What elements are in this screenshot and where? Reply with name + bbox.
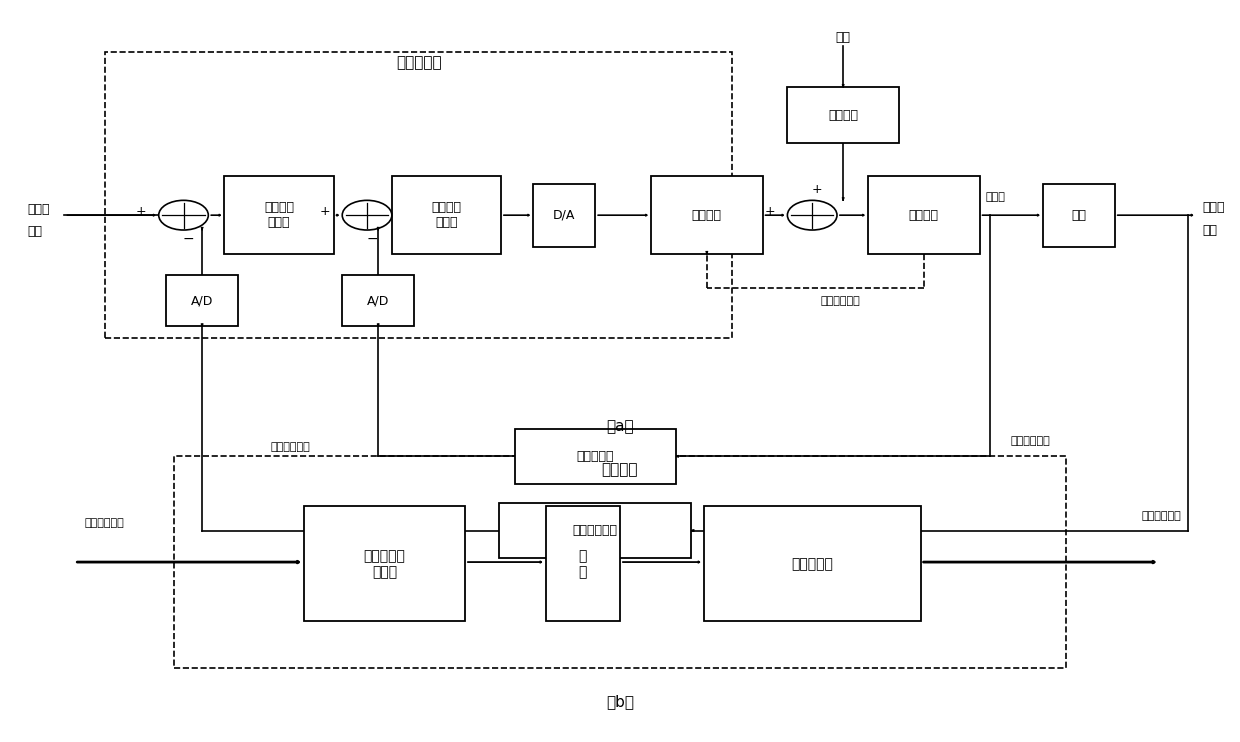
Text: 执行机构: 执行机构 [601,462,639,477]
Text: 反作用飞轮: 反作用飞轮 [791,557,833,571]
Text: 角速率陀螺: 角速率陀螺 [577,450,614,463]
Text: 执行机构: 执行机构 [692,209,722,222]
Text: +: + [765,205,775,218]
Text: −: − [366,232,378,246]
Text: （a）: （a） [606,419,634,434]
Text: 执行机构内环: 执行机构内环 [820,296,861,306]
Text: 积分: 积分 [1071,209,1086,222]
Circle shape [342,200,392,230]
Text: A/D: A/D [367,294,389,307]
Text: 方位测量器件: 方位测量器件 [573,524,618,537]
Text: 角位置控制环: 角位置控制环 [84,518,124,528]
Text: 角速度: 角速度 [986,191,1006,202]
Text: 角速度控制环: 角速度控制环 [270,442,310,453]
Circle shape [787,200,837,230]
Text: 角速度控制环: 角速度控制环 [1011,436,1050,447]
Text: 实际角: 实际角 [1203,201,1225,214]
Bar [1043,184,1115,246]
Text: 悬吐平台: 悬吐平台 [909,209,939,222]
Text: 干扰: 干扰 [836,30,851,44]
Bar [787,88,899,142]
Text: 飞轮电机驱
动电路: 飞轮电机驱 动电路 [363,549,405,579]
Text: 反捩机构: 反捩机构 [828,108,858,122]
Text: A/D: A/D [191,294,213,307]
Circle shape [159,200,208,230]
Text: 角位置控制环: 角位置控制环 [1142,510,1182,521]
Bar [392,177,501,254]
Bar [166,275,238,326]
Bar [651,177,763,254]
Bar [105,52,732,338]
Text: （b）: （b） [606,694,634,709]
Bar [224,177,334,254]
Text: 电
机: 电 机 [579,549,587,579]
Text: +: + [136,205,146,218]
Bar [704,506,920,622]
Bar [546,506,620,622]
Text: 位置: 位置 [1203,223,1218,237]
Text: 位置: 位置 [27,225,42,238]
Text: 角位置环
控制器: 角位置环 控制器 [264,201,294,229]
Text: +: + [320,205,330,218]
Bar [498,503,692,558]
Text: −: − [182,232,195,246]
Bar [533,184,595,246]
Bar [174,456,1066,668]
Text: D/A: D/A [553,209,575,222]
Text: 目标角: 目标角 [27,203,50,217]
Bar [868,177,980,254]
Text: 数字控制器: 数字控制器 [397,56,441,70]
Bar [342,275,414,326]
Bar [304,506,465,622]
Bar [515,428,676,484]
Text: 角速度环
控制器: 角速度环 控制器 [432,201,461,229]
Text: +: + [812,183,822,197]
